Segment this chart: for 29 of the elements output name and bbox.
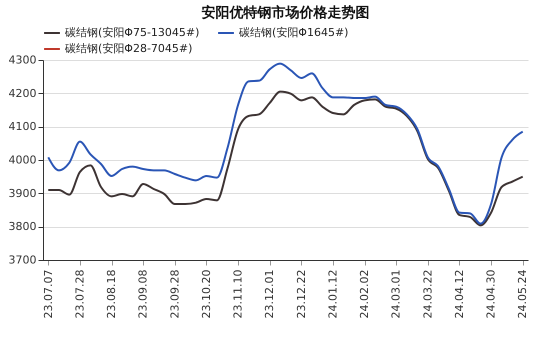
y-tick-label: 4300 [8,54,36,66]
x-tick-label: 24.05.24 [516,270,530,318]
x-tick-label: 24.04.30 [484,270,498,318]
legend-label: 碳结钢(安阳Φ75-13045#) [64,26,200,39]
x-tick-label: 23.11.10 [232,270,245,318]
y-tick-label: 3800 [8,220,36,234]
x-tick-label: 24.01.12 [326,270,340,318]
x-tick-label: 23.10.20 [200,270,213,318]
x-tick-label: 23.12.01 [263,270,276,318]
x-tick-label: 24.02.02 [358,270,372,318]
legend-label: 碳结钢(安阳Φ1645#) [238,26,348,39]
line-series [47,62,524,225]
line-series [47,90,524,226]
x-tick-label: 23.07.07 [42,270,55,318]
x-tick-label: 23.12.22 [294,270,308,318]
x-tick-label: 24.03.01 [390,270,403,318]
y-tick-label: 4000 [8,154,36,166]
y-tick-label: 4100 [8,120,36,134]
y-tick-label: 3700 [8,254,36,266]
y-tick-label: 4200 [8,86,36,100]
y-tick-label: 3900 [8,186,36,200]
chart-title: 安阳优特钢市场价格走势图 [202,4,370,21]
legend-label: 碳结钢(安阳Φ28-7045#) [64,42,192,55]
x-tick-label: 24.04.12 [452,270,466,318]
x-tick-label: 24.03.22 [421,270,434,318]
x-tick-label: 23.09.28 [168,270,182,318]
x-tick-label: 23.09.08 [136,270,150,318]
x-tick-label: 23.08.18 [105,270,118,318]
x-tick-label: 23.07.28 [73,270,86,318]
